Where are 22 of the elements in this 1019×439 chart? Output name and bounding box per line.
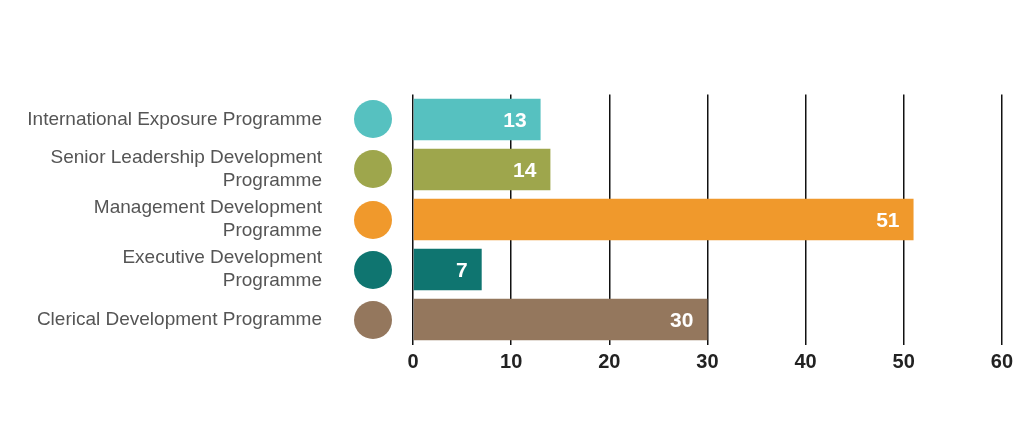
- bar: [413, 148, 551, 191]
- x-tick-label: 60: [990, 350, 1013, 373]
- bar: [413, 248, 482, 291]
- data-label: 13: [503, 108, 527, 132]
- x-tick-label: 30: [696, 350, 719, 373]
- data-label: 14: [513, 158, 537, 182]
- x-tick-label: 10: [500, 350, 523, 373]
- data-label: 7: [456, 258, 468, 282]
- x-tick-label: 20: [598, 350, 621, 373]
- x-tick-label: 0: [407, 350, 419, 373]
- y-tick-label: International Exposure Programme: [27, 107, 322, 129]
- y-tick-label: Clerical Development Programme: [36, 307, 322, 329]
- bar: [413, 198, 914, 241]
- y-tick-label: Executive Development Programme: [122, 246, 323, 291]
- x-tick-label: 40: [794, 350, 817, 373]
- data-label: 51: [876, 208, 900, 232]
- bar: [413, 98, 541, 141]
- data-label: 30: [670, 308, 694, 332]
- y-tick-label: Management Development Programme: [93, 196, 323, 241]
- bar: [413, 298, 708, 341]
- x-tick-label: 50: [892, 350, 915, 373]
- y-tick-label: Senior Leadership Development Programme: [50, 146, 323, 191]
